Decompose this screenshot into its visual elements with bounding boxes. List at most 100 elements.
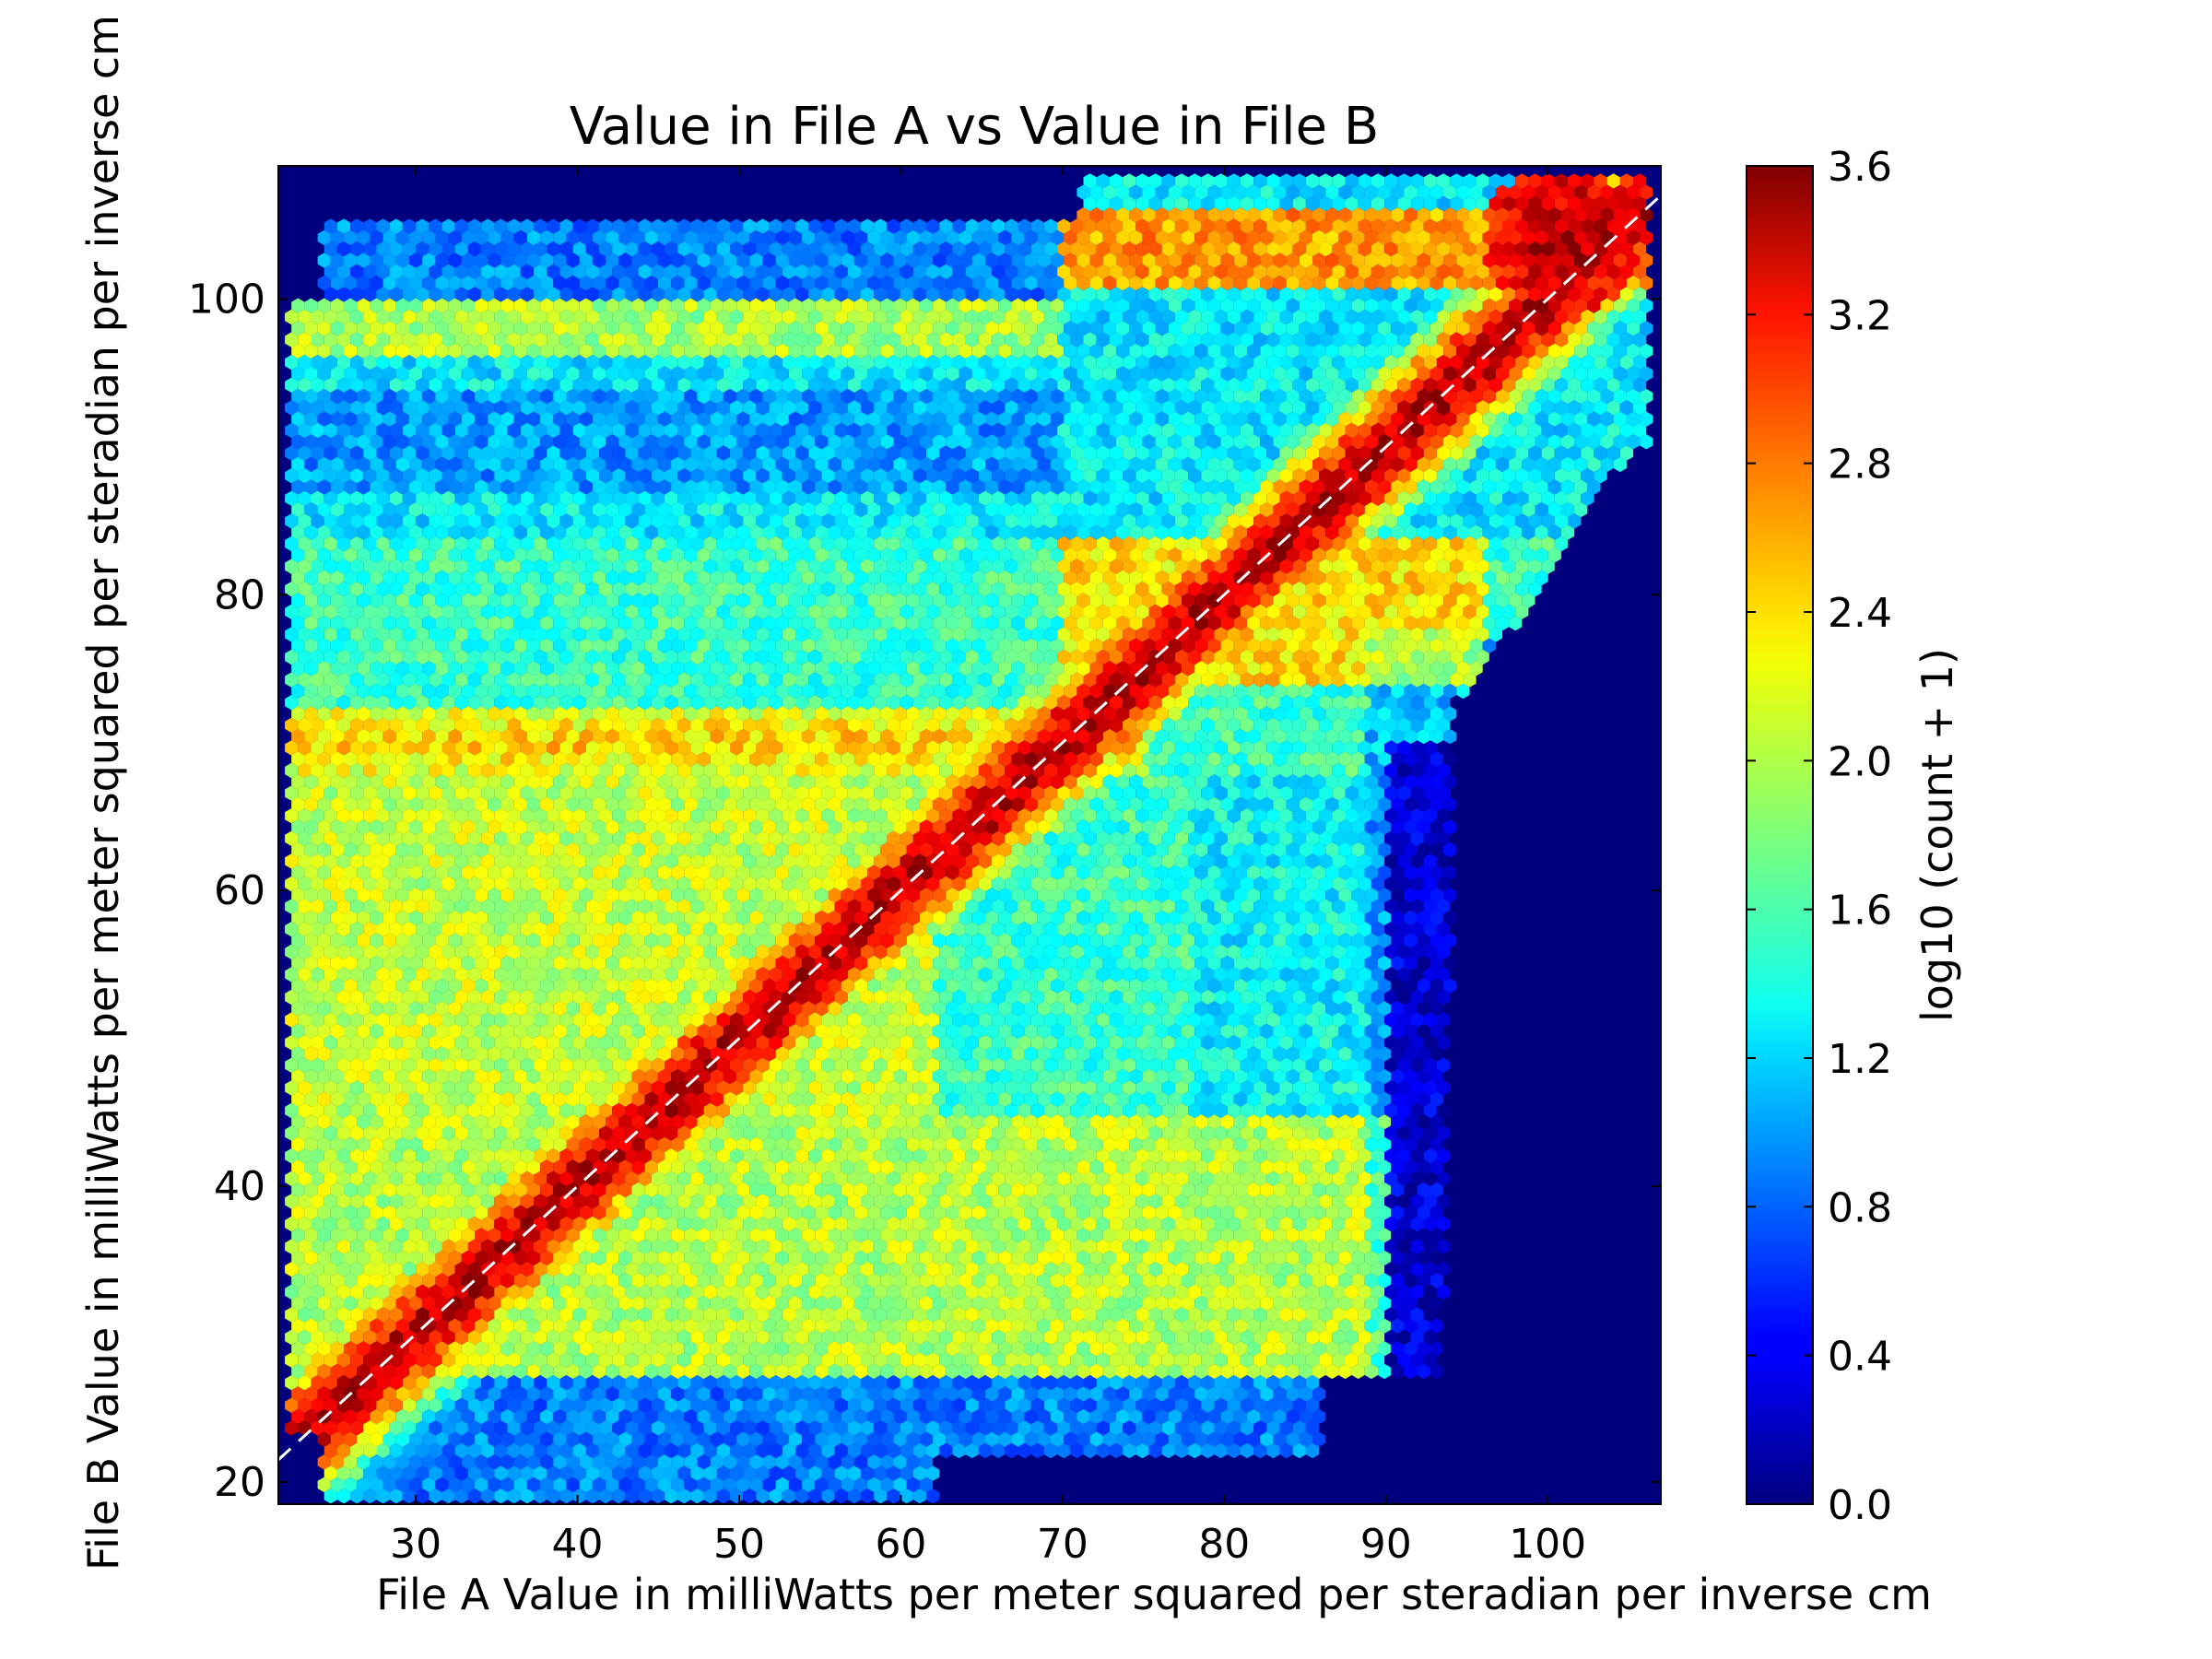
hexbin-cell — [363, 287, 377, 302]
hexbin-cell — [1273, 229, 1287, 246]
hexbin-cell — [1227, 173, 1241, 189]
hexbin-cell — [540, 229, 554, 246]
hexbin-cell — [1443, 275, 1457, 291]
hexbin-cell — [494, 264, 508, 279]
hexbin-cell — [1528, 264, 1542, 279]
hexbin-cell — [1436, 218, 1451, 234]
hexbin-cell — [1358, 195, 1371, 212]
hexbin-cell — [978, 264, 993, 279]
hexbin-cell — [1436, 195, 1451, 212]
hexbin-cell — [1397, 264, 1411, 279]
hexbin-cell — [1338, 253, 1352, 268]
hexbin-cell — [1404, 275, 1418, 291]
hexbin-cell — [684, 229, 698, 246]
hexbin-cell — [1089, 298, 1103, 313]
hexbin-cell — [1109, 264, 1124, 279]
hexbin-cell — [782, 218, 795, 234]
hexbin-cell — [1305, 173, 1320, 189]
hexbin-cell — [1161, 287, 1175, 302]
hexbin-cell — [946, 253, 959, 268]
hexbin-cell — [1358, 241, 1371, 257]
hexbin-cell — [1319, 264, 1333, 279]
hexbin-cell — [1194, 229, 1208, 246]
hexbin-cell — [1089, 207, 1103, 223]
hexbin-cell — [363, 241, 377, 257]
hexbin-cell — [919, 229, 934, 246]
hexbin-cell — [1201, 195, 1215, 212]
hexbin-cell — [1018, 218, 1031, 234]
hexbin-cell — [540, 253, 554, 268]
hexbin-cell — [651, 241, 665, 257]
hexbin-cell — [1371, 264, 1385, 279]
hexbin-cell — [638, 218, 652, 234]
hexbin-cell — [1554, 264, 1568, 279]
hexbin-cell — [1057, 241, 1071, 257]
hexbin-cell — [912, 241, 926, 257]
hexbin-cell — [363, 218, 377, 234]
hexbin-cell — [769, 218, 782, 234]
hexbin-cell — [1077, 298, 1090, 313]
hexbin-cell — [1070, 264, 1084, 279]
hexbin-cell — [344, 229, 358, 246]
hexbin-cell — [1332, 173, 1346, 189]
hexbin-cell — [1476, 195, 1489, 212]
hexbin-cell — [788, 229, 803, 246]
hexbin-cell — [1581, 241, 1594, 257]
hexbin-cell — [1482, 184, 1496, 200]
hexbin-cell — [808, 241, 822, 257]
hexbin-cell — [1194, 184, 1208, 200]
hexbin-cell — [1299, 275, 1312, 291]
hexbin-cell — [1384, 264, 1398, 279]
hexbin-cell — [1397, 195, 1411, 212]
hexbin-cell — [1024, 229, 1038, 246]
hexbin-cell — [454, 287, 468, 302]
hexbin-cell — [344, 275, 358, 291]
hexbin-cell — [1430, 275, 1444, 291]
hexbin-cell — [1509, 207, 1523, 223]
hexbin-cell — [409, 298, 423, 313]
hexbin-cell — [1391, 253, 1405, 268]
hexbin-cell — [1227, 287, 1241, 302]
hexbin-cell — [1364, 207, 1378, 223]
hexbin-cell — [1476, 173, 1489, 189]
hexbin-cell — [1554, 241, 1568, 257]
hexbin-cell — [893, 298, 907, 313]
hexbin-cell — [821, 287, 835, 302]
hexbin-cell — [834, 287, 848, 302]
hexbin-cell — [802, 229, 816, 246]
hexbin-cell — [893, 229, 907, 246]
hexbin-cell — [775, 253, 789, 268]
hexbin-cell — [743, 241, 757, 257]
hexbin-cell — [1057, 287, 1071, 302]
hexbin-cell — [1488, 218, 1502, 234]
hexbin-cell — [1096, 241, 1110, 257]
hexbin-cell — [703, 218, 717, 234]
hexbin-cell — [1319, 287, 1333, 302]
hexbin-cell — [1619, 241, 1633, 257]
hexbin-cell — [1450, 218, 1464, 234]
hexbin-cell — [1266, 287, 1280, 302]
hexbin-cell — [710, 298, 724, 313]
hexbin-cell — [606, 229, 619, 246]
hexbin-cell — [1417, 229, 1430, 246]
hexbin-cell — [795, 218, 809, 234]
hexbin-cell — [1482, 229, 1496, 246]
hexbin-cell — [1338, 275, 1352, 291]
hexbin-cell — [1279, 241, 1293, 257]
hexbin-cell — [1109, 218, 1124, 234]
hexbin-cell — [540, 298, 554, 313]
hexbin-cell — [1450, 264, 1464, 279]
hexbin-cell — [1626, 275, 1641, 291]
hexbin-cell — [1423, 287, 1437, 302]
hexbin-cell — [665, 241, 678, 257]
hexbin-cell — [1560, 253, 1575, 268]
hexbin-cell — [1613, 275, 1627, 291]
hexbin-cell — [1174, 173, 1189, 189]
hexbin-cell — [690, 287, 704, 302]
hexbin-cell — [1613, 207, 1627, 223]
hexbin-cell — [867, 229, 881, 246]
hexbin-cell — [1129, 298, 1143, 313]
hexbin-cell — [1463, 287, 1477, 302]
hexbin-cell — [1286, 298, 1300, 313]
hexbin-cell — [1547, 229, 1561, 246]
